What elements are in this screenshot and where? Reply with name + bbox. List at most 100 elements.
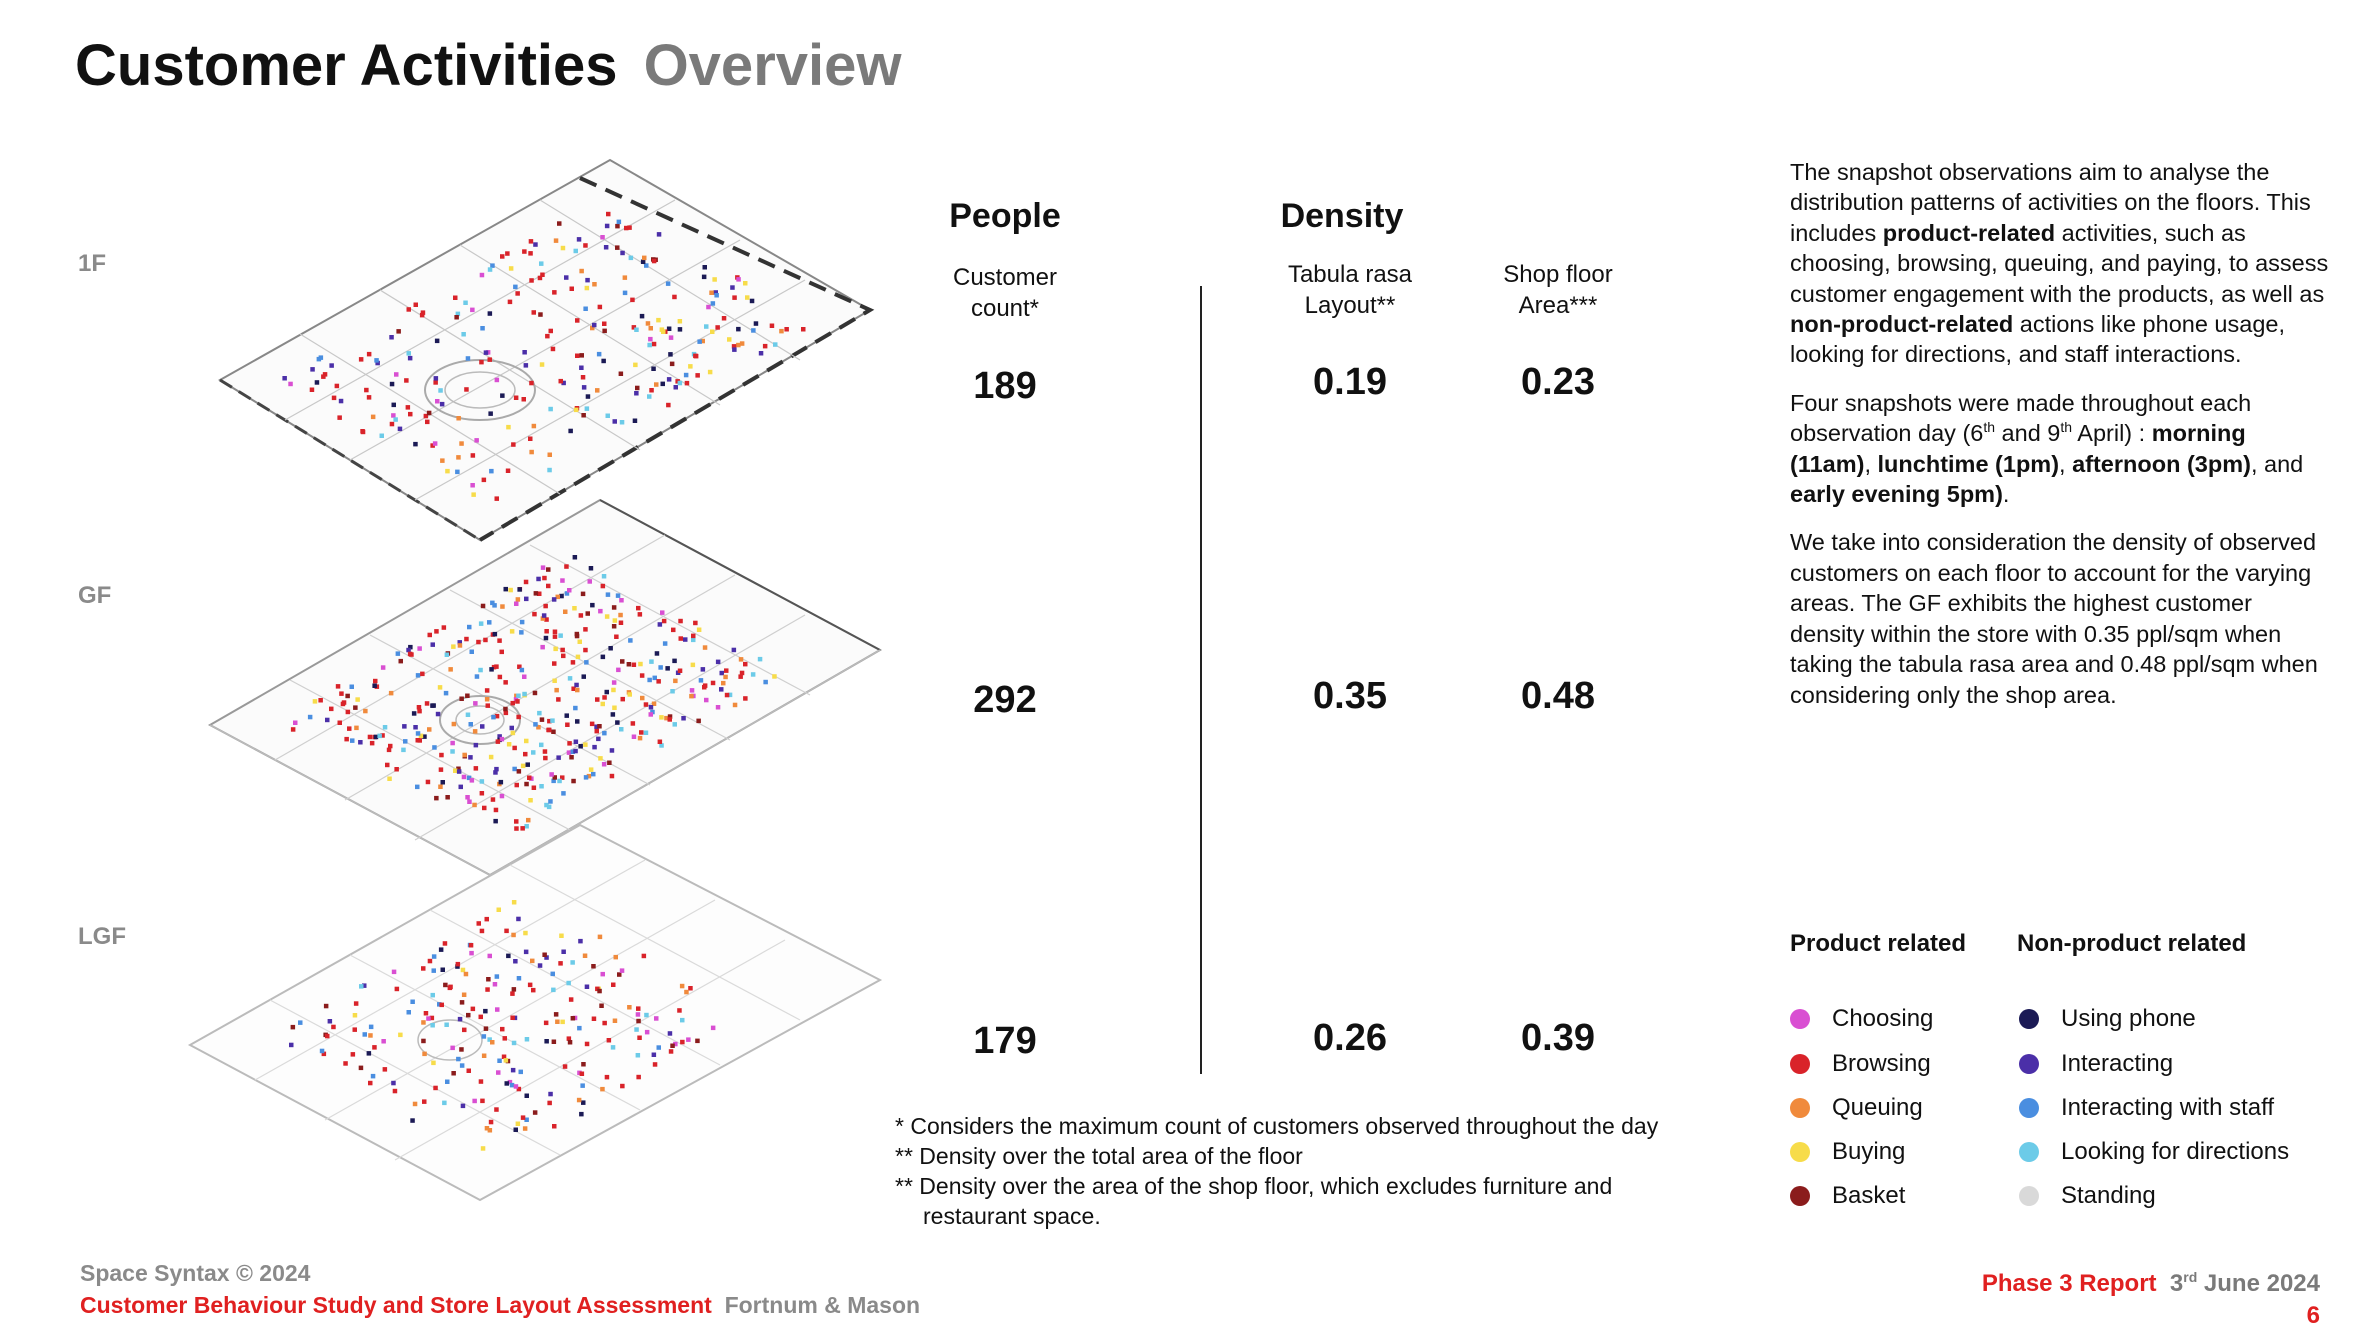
activity-dot [739,670,745,676]
activity-dot [504,1081,509,1086]
activity-dot [677,380,683,386]
activity-dot [520,763,526,769]
activity-dot [382,725,388,730]
activity-dot [318,698,323,703]
activity-dot [362,1032,367,1037]
activity-dot [649,659,654,664]
activity-dot [749,298,755,304]
activity-dot [397,426,403,432]
density-header: Density [1280,197,1404,235]
activity-dot [536,725,541,730]
activity-dot [657,622,663,627]
activity-dot [466,1012,471,1018]
activity-dot [636,1006,641,1011]
activity-dot [666,326,672,331]
activity-dot [660,381,665,387]
activity-dot [515,699,520,704]
activity-dot [425,779,431,785]
activity-dot [406,307,411,312]
footer-study-line: Customer Behaviour Study and Store Layou… [80,1289,920,1321]
activity-dot [480,326,485,331]
activity-dot [652,675,657,681]
activity-dot [648,336,653,342]
activity-dot [525,762,530,767]
activity-dot [620,1083,625,1089]
activity-dot [393,417,398,422]
activity-dot [536,576,541,582]
activity-dot [661,618,667,624]
activity-dot [701,274,707,280]
activity-dot [677,1008,682,1013]
activity-dot [773,342,778,347]
activity-dot [531,423,537,429]
activity-dot [389,335,394,340]
activity-dot [435,399,440,404]
activity-dot [594,728,599,734]
activity-dot [570,1016,576,1021]
activity-dot [600,235,605,240]
activity-dot [438,388,443,393]
activity-dot [566,750,572,755]
activity-dot [571,778,576,784]
activity-dot [686,1037,691,1042]
activity-dot [580,591,586,597]
activity-dot [289,1042,294,1048]
activity-dot [463,300,468,305]
activity-dot [497,734,502,739]
activity-dot [359,984,364,989]
activity-dot [433,380,438,385]
activity-dot [547,727,552,733]
activity-dot [489,468,494,474]
activity-dot [422,734,427,739]
activity-dot [387,776,392,781]
activity-dot [732,347,737,352]
activity-dot [513,1084,519,1089]
legend-label: Basket [1832,1182,1906,1209]
activity-dot [584,984,590,989]
activity-dot [345,693,350,699]
activity-dot [680,1017,685,1023]
activity-dot [644,1029,650,1035]
floor-plan-gf [207,498,883,877]
activity-dot [537,710,542,716]
activity-dot [515,291,520,296]
footer-left: Space Syntax © 2024 Customer Behaviour S… [80,1257,920,1321]
activity-dot [516,1086,522,1092]
activity-dot [503,1058,509,1063]
activity-dot [564,564,569,569]
activity-dot [631,662,637,667]
activity-dot [511,442,516,447]
activity-dot [440,967,445,972]
activity-dot [487,620,492,625]
activity-dot [431,1060,436,1066]
activity-dot [560,245,566,251]
activity-dot [714,293,719,298]
activity-dot [514,601,519,606]
activity-dot [439,401,445,407]
activity-dot [431,954,437,959]
activity-dot [406,647,411,653]
activity-dot [391,413,396,418]
activity-dot [413,441,418,447]
activity-dot [603,245,609,250]
activity-dot [597,724,602,729]
activity-dot [457,640,462,645]
activity-dot [441,625,447,630]
activity-dot [784,327,789,332]
activity-dot [327,1019,333,1024]
activity-dot [667,717,672,722]
activity-dot [578,744,583,749]
activity-dot [631,325,637,330]
activity-dot [704,697,709,703]
activity-dot [418,733,424,739]
activity-dot [730,285,735,290]
activity-dot [498,779,504,785]
activity-dot [566,1036,572,1041]
activity-dot [635,1012,641,1017]
activity-dot [432,441,438,446]
activity-dot [531,987,536,993]
activity-dot [558,961,563,966]
activity-dot [736,326,741,332]
activity-dot [637,1035,642,1040]
activity-dot [410,1118,415,1123]
